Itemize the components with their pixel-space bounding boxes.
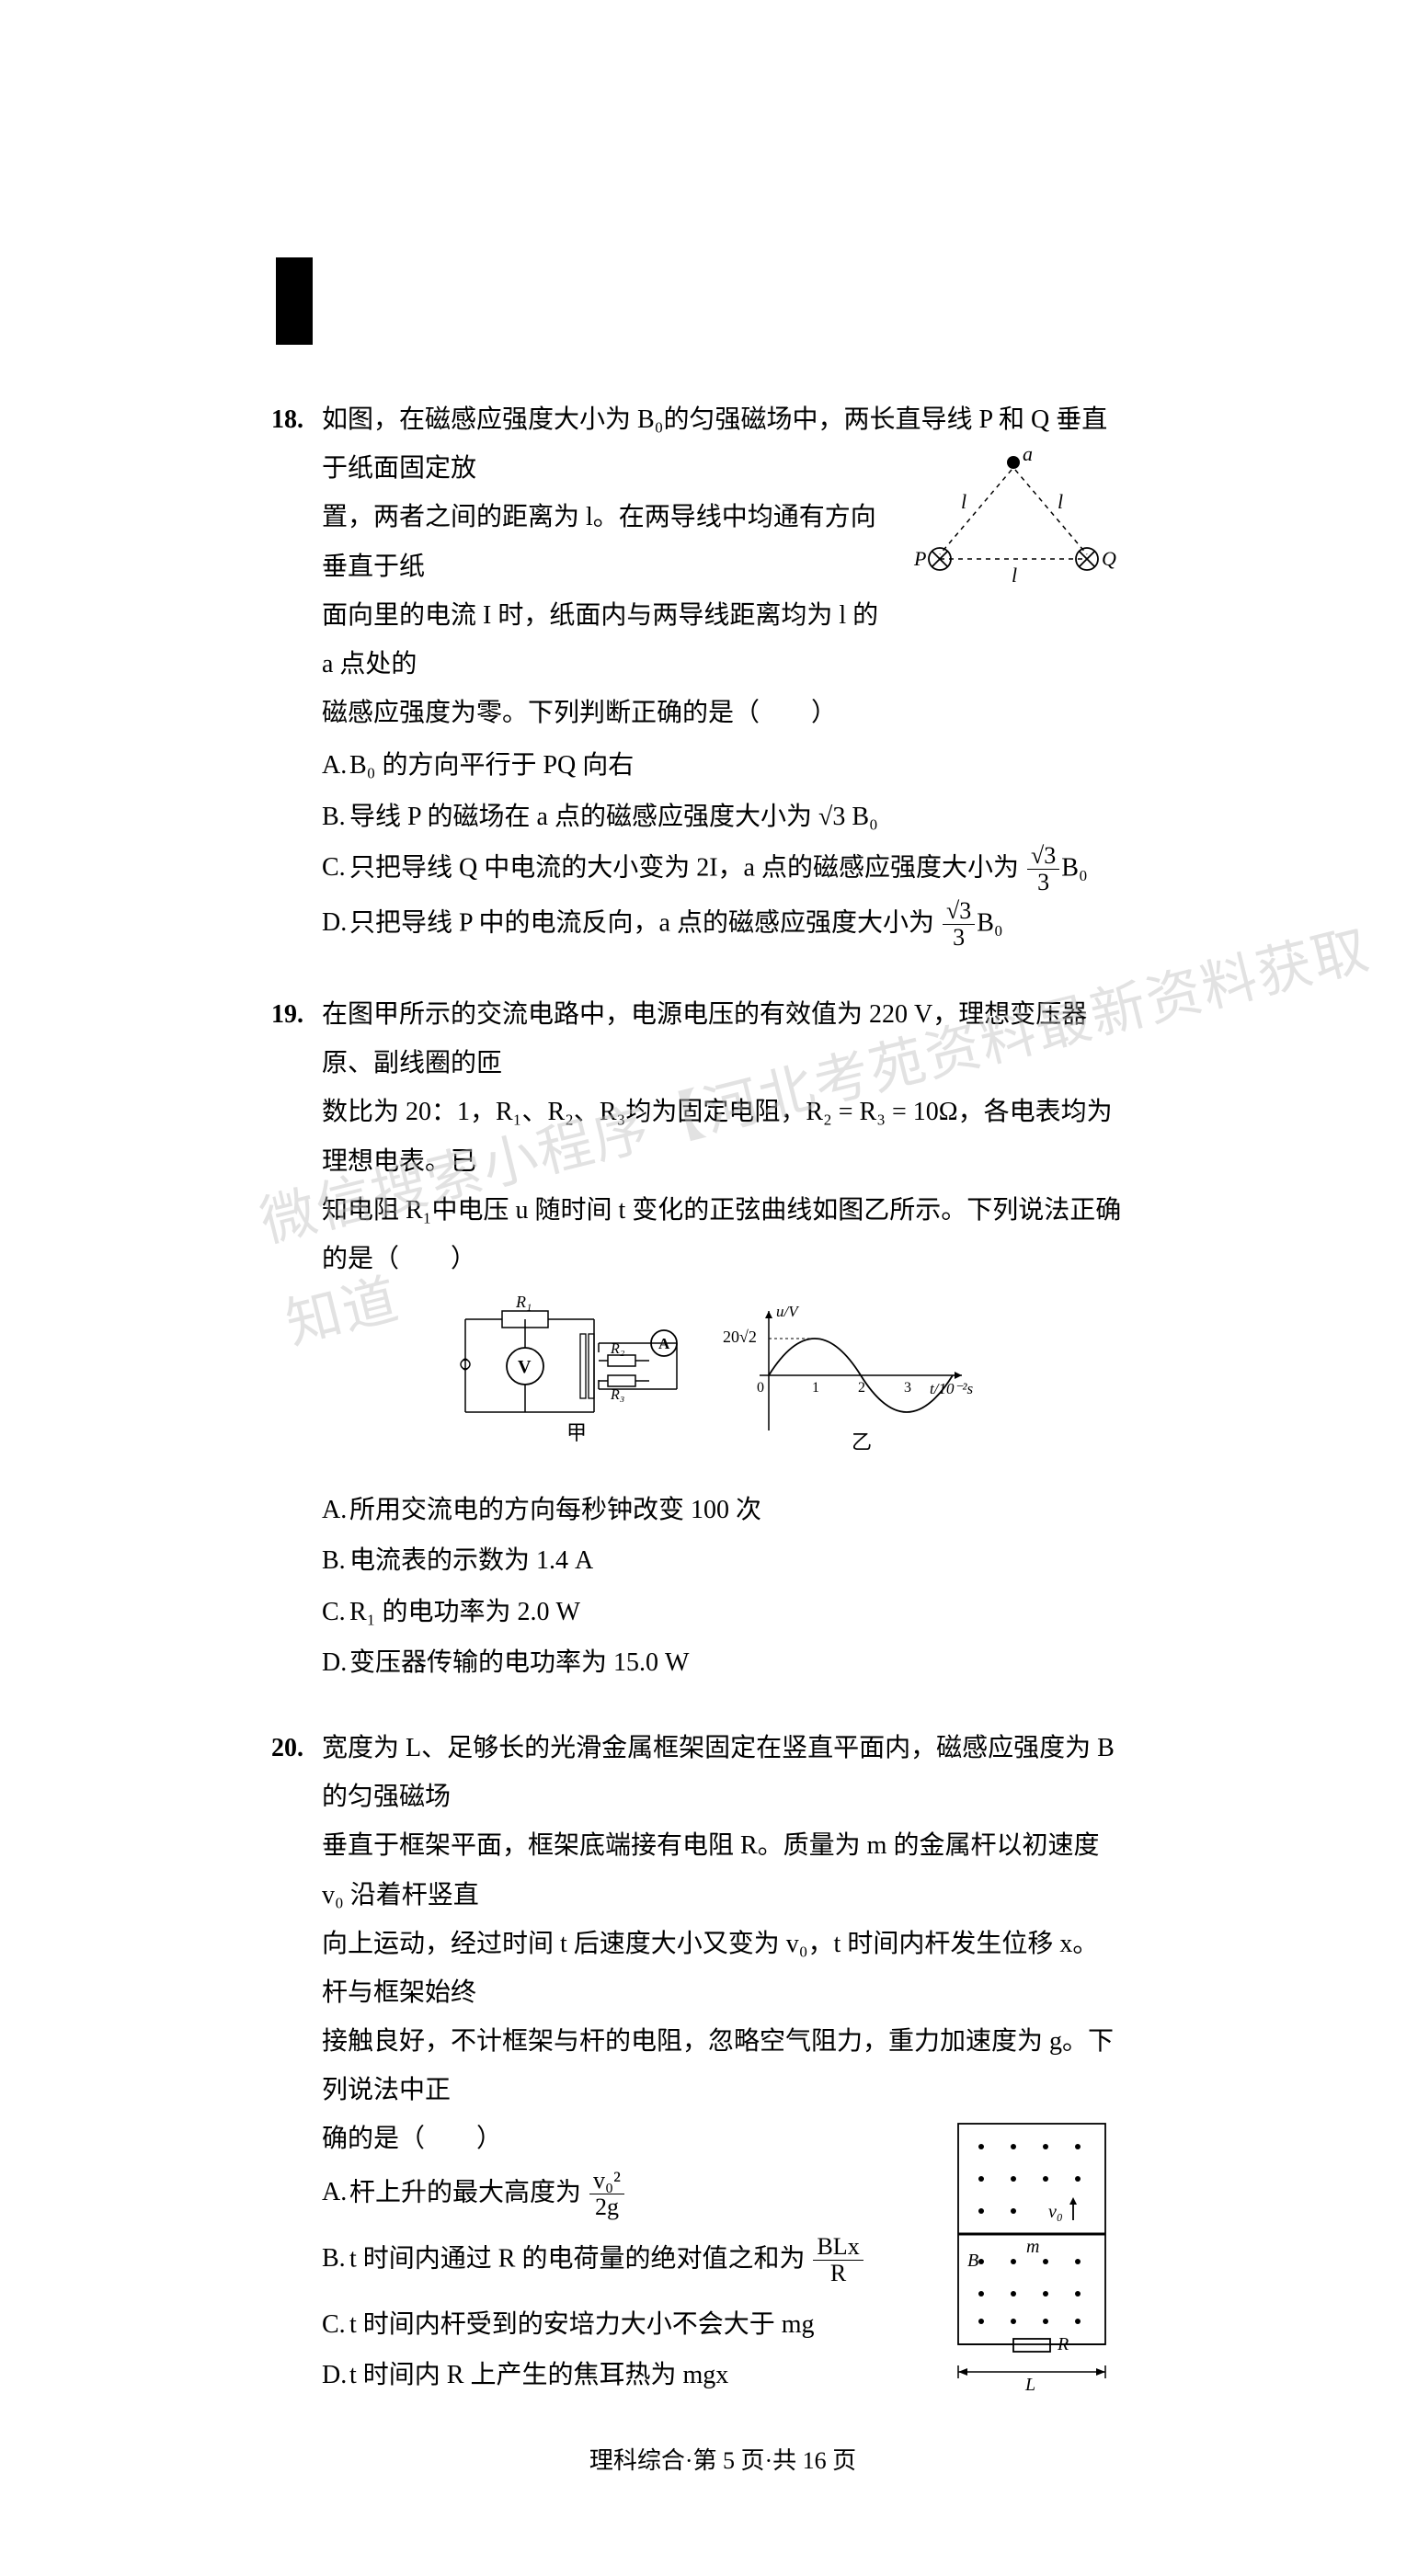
q20-line1: 宽度为 L、足够长的光滑金属框架固定在竖直平面内，磁感应强度为 B 的匀强磁场 bbox=[322, 1724, 1124, 1821]
svg-text:1: 1 bbox=[812, 1380, 819, 1396]
svg-text:V: V bbox=[518, 1357, 532, 1377]
fig18-label-a: a bbox=[1023, 444, 1033, 465]
header-black-bar bbox=[276, 257, 313, 345]
q19-options: A.所用交流电的方向每秒钟改变 100 次 B.电流表的示数为 1.4 A C.… bbox=[322, 1486, 1124, 1687]
q19-figure: R₁ V bbox=[447, 1293, 999, 1476]
svg-text:R₁: R₁ bbox=[515, 1293, 532, 1311]
q18-number: 18. bbox=[271, 395, 303, 444]
svg-text:0: 0 bbox=[757, 1380, 764, 1396]
fig19-caption-right: 乙 bbox=[852, 1430, 872, 1453]
q20-body: 宽度为 L、足够长的光滑金属框架固定在竖直平面内，磁感应强度为 B 的匀强磁场 … bbox=[322, 1724, 1124, 2399]
svg-text:L: L bbox=[1024, 2375, 1035, 2395]
svg-text:3: 3 bbox=[904, 1380, 911, 1396]
q18-option-C: C.只把导线 Q 中电流的大小变为 2I，a 点的磁感应强度大小为 √33B₀ bbox=[322, 843, 1124, 896]
q19-option-D: D.变压器传输的电功率为 15.0 W bbox=[322, 1638, 1124, 1687]
svg-text:u/V: u/V bbox=[776, 1303, 800, 1320]
q19-line3: 知电阻 R₁中电压 u 随时间 t 变化的正弦曲线如图乙所示。下列说法正确的是（… bbox=[322, 1186, 1124, 1283]
fig19-sine: 20√2 0 1 2 3 t/10⁻²s u/V 乙 bbox=[723, 1303, 974, 1453]
svg-text:v₀: v₀ bbox=[1048, 2202, 1063, 2222]
question-20: 20. 宽度为 L、足够长的光滑金属框架固定在竖直平面内，磁感应强度为 B 的匀… bbox=[322, 1724, 1124, 2401]
fig18-label-P: P bbox=[913, 547, 926, 570]
q18-body: 如图，在磁感应强度大小为 B₀的匀强磁场中，两长直导线 P 和 Q 垂直于纸面固… bbox=[322, 395, 1124, 952]
svg-text:R₃: R₃ bbox=[610, 1387, 624, 1403]
q19-line2: 数比为 20：1，R₁、R₂、R₃均为固定电阻，R₂ = R₃ = 10Ω，各电… bbox=[322, 1088, 1124, 1185]
q20-line4: 接触良好，不计框架与杆的电阻，忽略空气阻力，重力加速度为 g。下列说法中正 bbox=[322, 2017, 1124, 2114]
q18-option-D: D.只把导线 P 中的电流反向，a 点的磁感应强度大小为 √33B₀ bbox=[322, 898, 1124, 952]
question-18: 18. 如图，在磁感应强度大小为 B₀的匀强磁场中，两长直导线 P 和 Q 垂直… bbox=[322, 395, 1124, 953]
q19-number: 19. bbox=[271, 990, 303, 1039]
fig19-circuit: R₁ V bbox=[461, 1293, 677, 1444]
q19-body: 在图甲所示的交流电路中，电源电压的有效值为 220 V，理想变压器原、副线圈的匝… bbox=[322, 990, 1124, 1687]
q19-option-B: B.电流表的示数为 1.4 A bbox=[322, 1536, 1124, 1585]
q18-figure: a P Q l l l bbox=[903, 444, 1124, 600]
q19-option-A: A.所用交流电的方向每秒钟改变 100 次 bbox=[322, 1486, 1124, 1534]
svg-text:m: m bbox=[1026, 2237, 1039, 2257]
page-footer: 理科综合·第 5 页·共 16 页 bbox=[322, 2438, 1124, 2483]
exam-page: 微信搜索小程序【河北考苑资料最新资料获取知道 18. 如图，在磁感应强度大小为 … bbox=[0, 0, 1418, 2576]
fig19-caption-left: 甲 bbox=[566, 1421, 587, 1444]
q19-option-C: C.R₁ 的电功率为 2.0 W bbox=[322, 1588, 1124, 1636]
svg-text:2: 2 bbox=[858, 1380, 865, 1396]
svg-text:A: A bbox=[658, 1335, 670, 1352]
q20-figure: v₀ m B R L bbox=[940, 2114, 1124, 2399]
q20-line2: 垂直于框架平面，框架底端接有电阻 R。质量为 m 的金属杆以初速度 v₀ 沿着杆… bbox=[322, 1821, 1124, 1919]
fig18-label-ll: l bbox=[961, 490, 966, 513]
q20-number: 20. bbox=[271, 1724, 303, 1772]
question-19: 19. 在图甲所示的交流电路中，电源电压的有效值为 220 V，理想变压器原、副… bbox=[322, 990, 1124, 1687]
svg-text:t/10⁻²s: t/10⁻²s bbox=[930, 1380, 974, 1397]
q20-line3: 向上运动，经过时间 t 后速度大小又变为 v₀，t 时间内杆发生位移 x。杆与框… bbox=[322, 1920, 1124, 2017]
fig18-label-Q: Q bbox=[1102, 547, 1116, 570]
q18-line3: 面向里的电流 I 时，纸面内与两导线距离均为 l 的 a 点处的 bbox=[322, 591, 1124, 689]
q18-options: A.B₀ 的方向平行于 PQ 向右 B.导线 P 的磁场在 a 点的磁感应强度大… bbox=[322, 741, 1124, 952]
q18-option-A: A.B₀ 的方向平行于 PQ 向右 bbox=[322, 741, 1124, 790]
fig18-label-lr: l bbox=[1058, 490, 1063, 513]
fig18-label-lb: l bbox=[1012, 564, 1017, 587]
svg-text:B: B bbox=[967, 2251, 978, 2271]
svg-text:20√2: 20√2 bbox=[723, 1328, 757, 1346]
q18-option-B: B.导线 P 的磁场在 a 点的磁感应强度大小为 √3 B₀ bbox=[322, 792, 1124, 841]
q19-line1: 在图甲所示的交流电路中，电源电压的有效值为 220 V，理想变压器原、副线圈的匝 bbox=[322, 990, 1124, 1088]
svg-text:R₂: R₂ bbox=[610, 1341, 625, 1357]
q18-line4: 磁感应强度为零。下列判断正确的是（ ） bbox=[322, 689, 1124, 737]
